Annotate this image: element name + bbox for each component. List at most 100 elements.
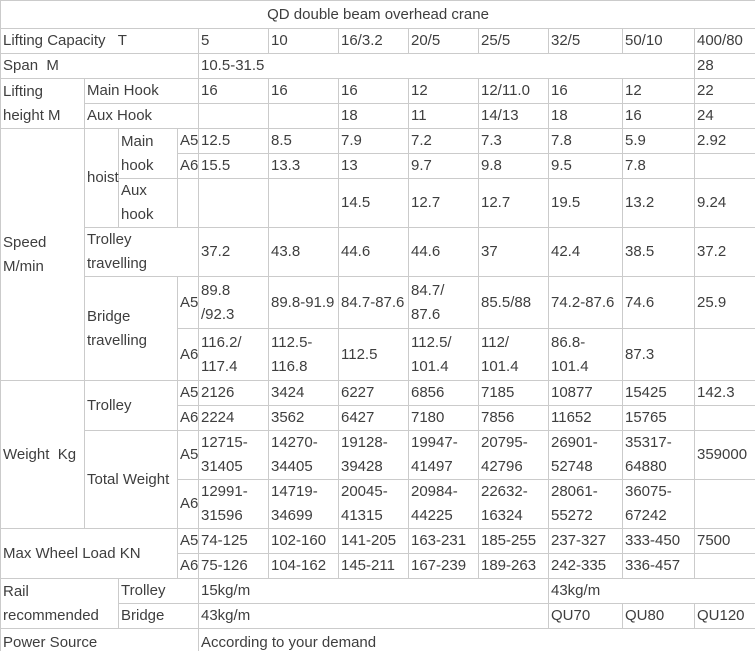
table-cell: 8.5 (268, 128, 339, 154)
table-cell: 112.5 (338, 328, 409, 381)
row-label-rail-recommended: Rail recommended (0, 578, 119, 629)
row-label-bridge-travelling: Bridge travelling (84, 276, 178, 381)
table-row: Aux hook 14.5 12.7 12.7 19.5 13.2 9.24 (1, 178, 755, 228)
table-cell: 163-231 (408, 528, 479, 554)
table-row: Power Source According to your demand (0, 628, 755, 651)
table-row: Aux Hook 18 11 14/13 18 16 24 (1, 103, 755, 129)
table-cell (198, 103, 269, 129)
row-label-weight-trolley: Trolley (84, 380, 178, 431)
table-cell: 9.24 (693, 178, 755, 228)
table-cell: 19128- 39428 (338, 430, 409, 480)
table-cell: 112/ 101.4 (478, 328, 549, 381)
table-cell: 89.8-91.9 (268, 276, 339, 329)
table-cell: 20795- 42796 (478, 430, 549, 480)
table-cell: 84.7/ 87.6 (408, 276, 479, 329)
table-cell: QU120 (693, 603, 755, 629)
table-row: QD double beam overhead crane (0, 0, 755, 29)
table-cell: 74-125 (198, 528, 269, 554)
grade-a6: A6 (177, 153, 199, 179)
row-label-rail-bridge: Bridge (118, 603, 199, 629)
table-cell: 43kg/m (198, 603, 549, 629)
table-cell: 12715- 31405 (198, 430, 269, 480)
table-cell: 37 (478, 227, 549, 277)
table-row: Weight Kg Trolley A5 2126 3424 6227 6856 7185 10… (0, 380, 755, 529)
table-cell: 15kg/m (198, 578, 549, 604)
table-cell: 87.3 (622, 328, 695, 381)
row-label-lifting-capacity: Lifting Capacity T (0, 28, 199, 54)
table-cell: 237-327 (548, 528, 623, 554)
table-cell: 9.7 (408, 153, 479, 179)
table-row: Total Weight A5 12715- 31405 14270- 34405 19… (1, 430, 755, 529)
table-cell (693, 328, 755, 381)
table-cell: 400/80 (693, 28, 755, 54)
row-label-trolley-travelling: Trolley travelling (84, 227, 199, 277)
table-cell (693, 405, 755, 431)
table-cell: 6856 (408, 380, 479, 406)
table-row: A6 12991- 31596 14719- 34699 20045- 41315 20… (1, 479, 755, 529)
table-cell: 167-239 (408, 553, 479, 579)
table-cell: 12 (408, 78, 479, 104)
table-cell: 13 (338, 153, 409, 179)
table-cell: 5.9 (622, 128, 695, 154)
table-cell (198, 178, 269, 228)
table-row: A6 15.5 13.3 13 9.7 9.8 9.5 7.8 (1, 153, 755, 179)
table-cell: 16/3.2 (338, 28, 409, 54)
table-cell: 26901- 52748 (548, 430, 623, 480)
table-row: Max Wheel Load KN A5 74-125 102-160 141-205 1… (0, 528, 755, 579)
table-row: Lifting Capacity T 5 10 16/3.2 20/5 25/5 32/5 5… (0, 28, 755, 54)
table-cell: 6427 (338, 405, 409, 431)
table-cell: 74.6 (622, 276, 695, 329)
row-label-lifting-height: Lifting height M (0, 78, 85, 129)
table-cell: 16 (268, 78, 339, 104)
table-cell: 11 (408, 103, 479, 129)
table-cell: 36075- 67242 (622, 479, 695, 529)
row-label-power-source: Power Source (0, 628, 199, 651)
table-cell: 333-450 (622, 528, 695, 554)
table-cell: 7.8 (622, 153, 695, 179)
table-cell (693, 153, 755, 179)
table-cell: 18 (338, 103, 409, 129)
grade-a6: A6 (177, 328, 199, 381)
table-cell: 7.9 (338, 128, 409, 154)
table-cell: 13.3 (268, 153, 339, 179)
table-cell: 6227 (338, 380, 409, 406)
row-label-weight: Weight Kg (0, 380, 85, 529)
table-cell: 112.5- 116.8 (268, 328, 339, 381)
table-cell: 22 (693, 78, 755, 104)
table-row: Bridge 43kg/m QU70 QU80 QU120 (1, 603, 755, 629)
table-cell: 5 (198, 28, 269, 54)
table-cell: 44.6 (408, 227, 479, 277)
grade-a5: A5 (177, 128, 199, 154)
table-cell: 84.7-87.6 (338, 276, 409, 329)
table-cell: 14/13 (478, 103, 549, 129)
table-cell: 14.5 (338, 178, 409, 228)
table-cell: 12.7 (478, 178, 549, 228)
table-cell: 359000 (693, 430, 755, 480)
table-cell: 112.5/ 101.4 (408, 328, 479, 381)
table-cell (693, 553, 755, 579)
table-cell: 22632- 16324 (478, 479, 549, 529)
table-cell: 9.8 (478, 153, 549, 179)
grade-a6: A6 (177, 479, 199, 529)
table-cell: 75-126 (198, 553, 269, 579)
table-cell: 7180 (408, 405, 479, 431)
table-cell: 141-205 (338, 528, 409, 554)
table-cell: 9.5 (548, 153, 623, 179)
table-title: QD double beam overhead crane (0, 0, 755, 29)
table-cell: 142.3 (693, 380, 755, 406)
grade-a5: A5 (177, 528, 199, 554)
table-cell: 7500 (693, 528, 755, 554)
table-cell: 20/5 (408, 28, 479, 54)
row-label-rail-trolley: Trolley (118, 578, 199, 604)
table-cell: 3424 (268, 380, 339, 406)
table-cell: 185-255 (478, 528, 549, 554)
table-row: Span M 10.5-31.5 28 (0, 53, 755, 79)
table-cell: 16 (198, 78, 269, 104)
table-cell: 15.5 (198, 153, 269, 179)
table-cell: 10 (268, 28, 339, 54)
table-cell: 12.7 (408, 178, 479, 228)
table-cell: 10877 (548, 380, 623, 406)
row-label-speed: Speed M/min (0, 128, 85, 381)
